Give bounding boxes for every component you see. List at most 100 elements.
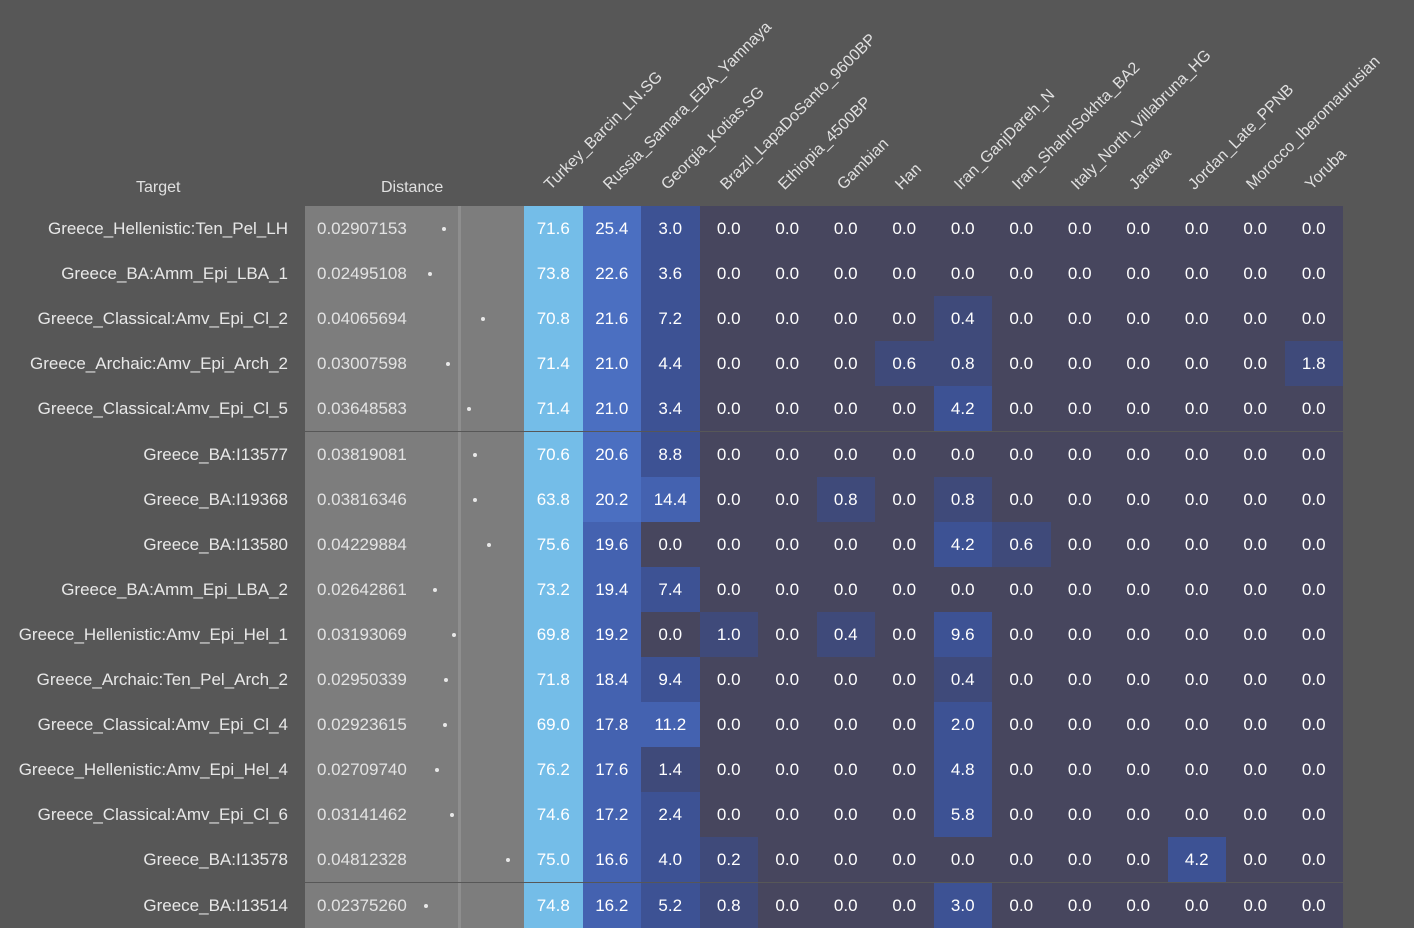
heatmap-cell: 0.0 — [992, 882, 1051, 928]
heatmap-cell: 0.0 — [1226, 341, 1285, 387]
distance-dot — [450, 813, 455, 818]
distance-cell-bg — [305, 431, 458, 477]
heatmap-cell: 0.8 — [933, 341, 992, 387]
heatmap-cell: 14.4 — [641, 476, 700, 522]
heatmap-cell: 0.0 — [875, 611, 934, 657]
heatmap-cell: 0.0 — [1284, 837, 1343, 883]
heatmap-cell: 0.0 — [1284, 296, 1343, 342]
heatmap-cell: 2.0 — [933, 702, 992, 748]
distance-cell-bg — [305, 837, 458, 883]
heatmap-cell: 0.0 — [1167, 702, 1226, 748]
target-label: Greece_Hellenistic:Ten_Pel_LH — [47, 219, 288, 238]
heatmap-cell: 0.0 — [992, 206, 1051, 251]
distance-divider — [458, 251, 461, 297]
heatmap-cell: 74.6 — [524, 792, 583, 838]
heatmap-cell: 25.4 — [582, 206, 641, 251]
heatmap-cell: 0.0 — [1284, 566, 1343, 612]
heatmap-cell: 5.8 — [933, 792, 992, 838]
heatmap-cell: 0.0 — [875, 251, 934, 297]
heatmap-cell: 0.0 — [1226, 206, 1285, 251]
heatmap-cell: 0.0 — [992, 747, 1051, 793]
heatmap-cell: 0.0 — [933, 431, 992, 477]
target-label: Greece_Classical:Amv_Epi_Cl_6 — [37, 805, 288, 825]
distance-dot — [442, 227, 447, 231]
heatmap-cell: 0.0 — [933, 566, 992, 612]
heatmap-cell: 3.0 — [933, 882, 992, 928]
heatmap-cell: 16.6 — [582, 837, 641, 883]
heatmap-cell: 7.4 — [641, 566, 700, 612]
heatmap-cell: 0.0 — [992, 566, 1051, 612]
heatmap-cell: 0.0 — [992, 611, 1051, 657]
heatmap-cell: 17.8 — [582, 702, 641, 748]
heatmap-cell: 3.4 — [641, 386, 700, 432]
heatmap-cell: 0.0 — [816, 882, 875, 928]
heatmap-cell: 0.0 — [1050, 611, 1109, 657]
distance-value: 0.03193069 — [317, 624, 407, 644]
heatmap-cell: 74.8 — [524, 882, 583, 928]
heatmap-cell: 0.0 — [816, 566, 875, 612]
target-label: Greece_Hellenistic:Amv_Epi_Hel_4 — [18, 760, 288, 780]
distance-cell-bg — [305, 206, 458, 251]
table-row: Greece_BA:I13580 0.04229884 75.6 19.6 0.0 0.0… — [0, 521, 1414, 567]
heatmap-cell: 0.0 — [1109, 341, 1168, 387]
heatmap-cell: 0.0 — [1109, 657, 1168, 702]
heatmap-cell: 0.0 — [992, 341, 1051, 387]
distance-divider — [458, 206, 461, 251]
heatmap-cell: 0.0 — [1109, 296, 1168, 342]
heatmap-cell: 0.0 — [1284, 792, 1343, 838]
distance-divider — [458, 702, 461, 748]
distance-dot — [433, 587, 438, 592]
table-row: Greece_Archaic:Ten_Pel_Arch_2 0.02950339 7… — [0, 657, 1414, 702]
heatmap-cell: 63.8 — [524, 476, 583, 522]
heatmap-cell: 7.2 — [641, 296, 700, 342]
heatmap-cell: 0.0 — [875, 566, 934, 612]
table-row: Greece_Classical:Amv_Epi_Cl_4 0.02923615 6… — [0, 702, 1414, 748]
heatmap-cell: 70.8 — [524, 296, 583, 342]
heatmap-cell: 71.6 — [524, 206, 583, 251]
table-row: Greece_BA:I13577 0.03819081 70.6 20.6 8.8 0.0… — [0, 431, 1414, 477]
target-label: Greece_Hellenistic:Amv_Epi_Hel_1 — [18, 624, 288, 644]
heatmap-cell: 8.8 — [641, 431, 700, 477]
distance-dot — [424, 903, 429, 908]
distance-dot — [443, 678, 448, 682]
heatmap-cell: 0.8 — [816, 476, 875, 522]
heatmap-cell: 0.0 — [1226, 792, 1285, 838]
table-row: Greece_BA:Amm_Epi_LBA_2 0.02642861 73.2 19.… — [0, 566, 1414, 612]
heatmap-cell: 0.0 — [699, 566, 758, 612]
distance-dot — [445, 362, 450, 367]
heatmap-cell: 76.2 — [524, 747, 583, 793]
distance-divider — [458, 476, 461, 522]
distance-bar-area — [461, 251, 524, 297]
column-label: Georgia_Kotias.SG — [658, 83, 768, 194]
heatmap-cell: 0.0 — [1050, 702, 1109, 748]
heatmap-cell: 0.0 — [1284, 251, 1343, 297]
distance-cell-bg — [305, 611, 458, 657]
heatmap-cell: 0.0 — [758, 566, 817, 612]
heatmap-cell: 0.0 — [758, 792, 817, 838]
distance-dot — [486, 542, 491, 547]
heatmap-cell: 0.0 — [1109, 702, 1168, 748]
distance-value: 0.02642861 — [317, 579, 407, 599]
heatmap-cell: 0.0 — [641, 611, 700, 657]
heatmap-cell: 75.0 — [524, 837, 583, 883]
heatmap-cell: 0.0 — [699, 296, 758, 342]
distance-value: 0.02495108 — [317, 264, 407, 284]
heatmap-cell: 1.8 — [1284, 341, 1343, 387]
heatmap-cell: 20.2 — [582, 476, 641, 522]
distance-divider — [458, 521, 461, 567]
heatmap-cell: 0.0 — [758, 521, 817, 567]
heatmap-cell: 0.0 — [1050, 206, 1109, 251]
heatmap-cell: 0.0 — [699, 747, 758, 793]
heatmap-cell: 0.0 — [1226, 431, 1285, 477]
heatmap-cell: 0.0 — [1226, 611, 1285, 657]
heatmap-cell: 0.0 — [875, 837, 934, 883]
heatmap-cell: 4.8 — [933, 747, 992, 793]
distance-bar-area — [461, 296, 524, 342]
heatmap-cell: 0.0 — [1109, 206, 1168, 251]
distance-value: 0.04812328 — [317, 850, 407, 870]
heatmap-cell: 70.6 — [524, 431, 583, 477]
heatmap-cell: 0.0 — [816, 296, 875, 342]
heatmap-cell: 0.0 — [933, 837, 992, 883]
heatmap-cell: 0.0 — [875, 792, 934, 838]
distance-value: 0.02709740 — [317, 760, 407, 780]
